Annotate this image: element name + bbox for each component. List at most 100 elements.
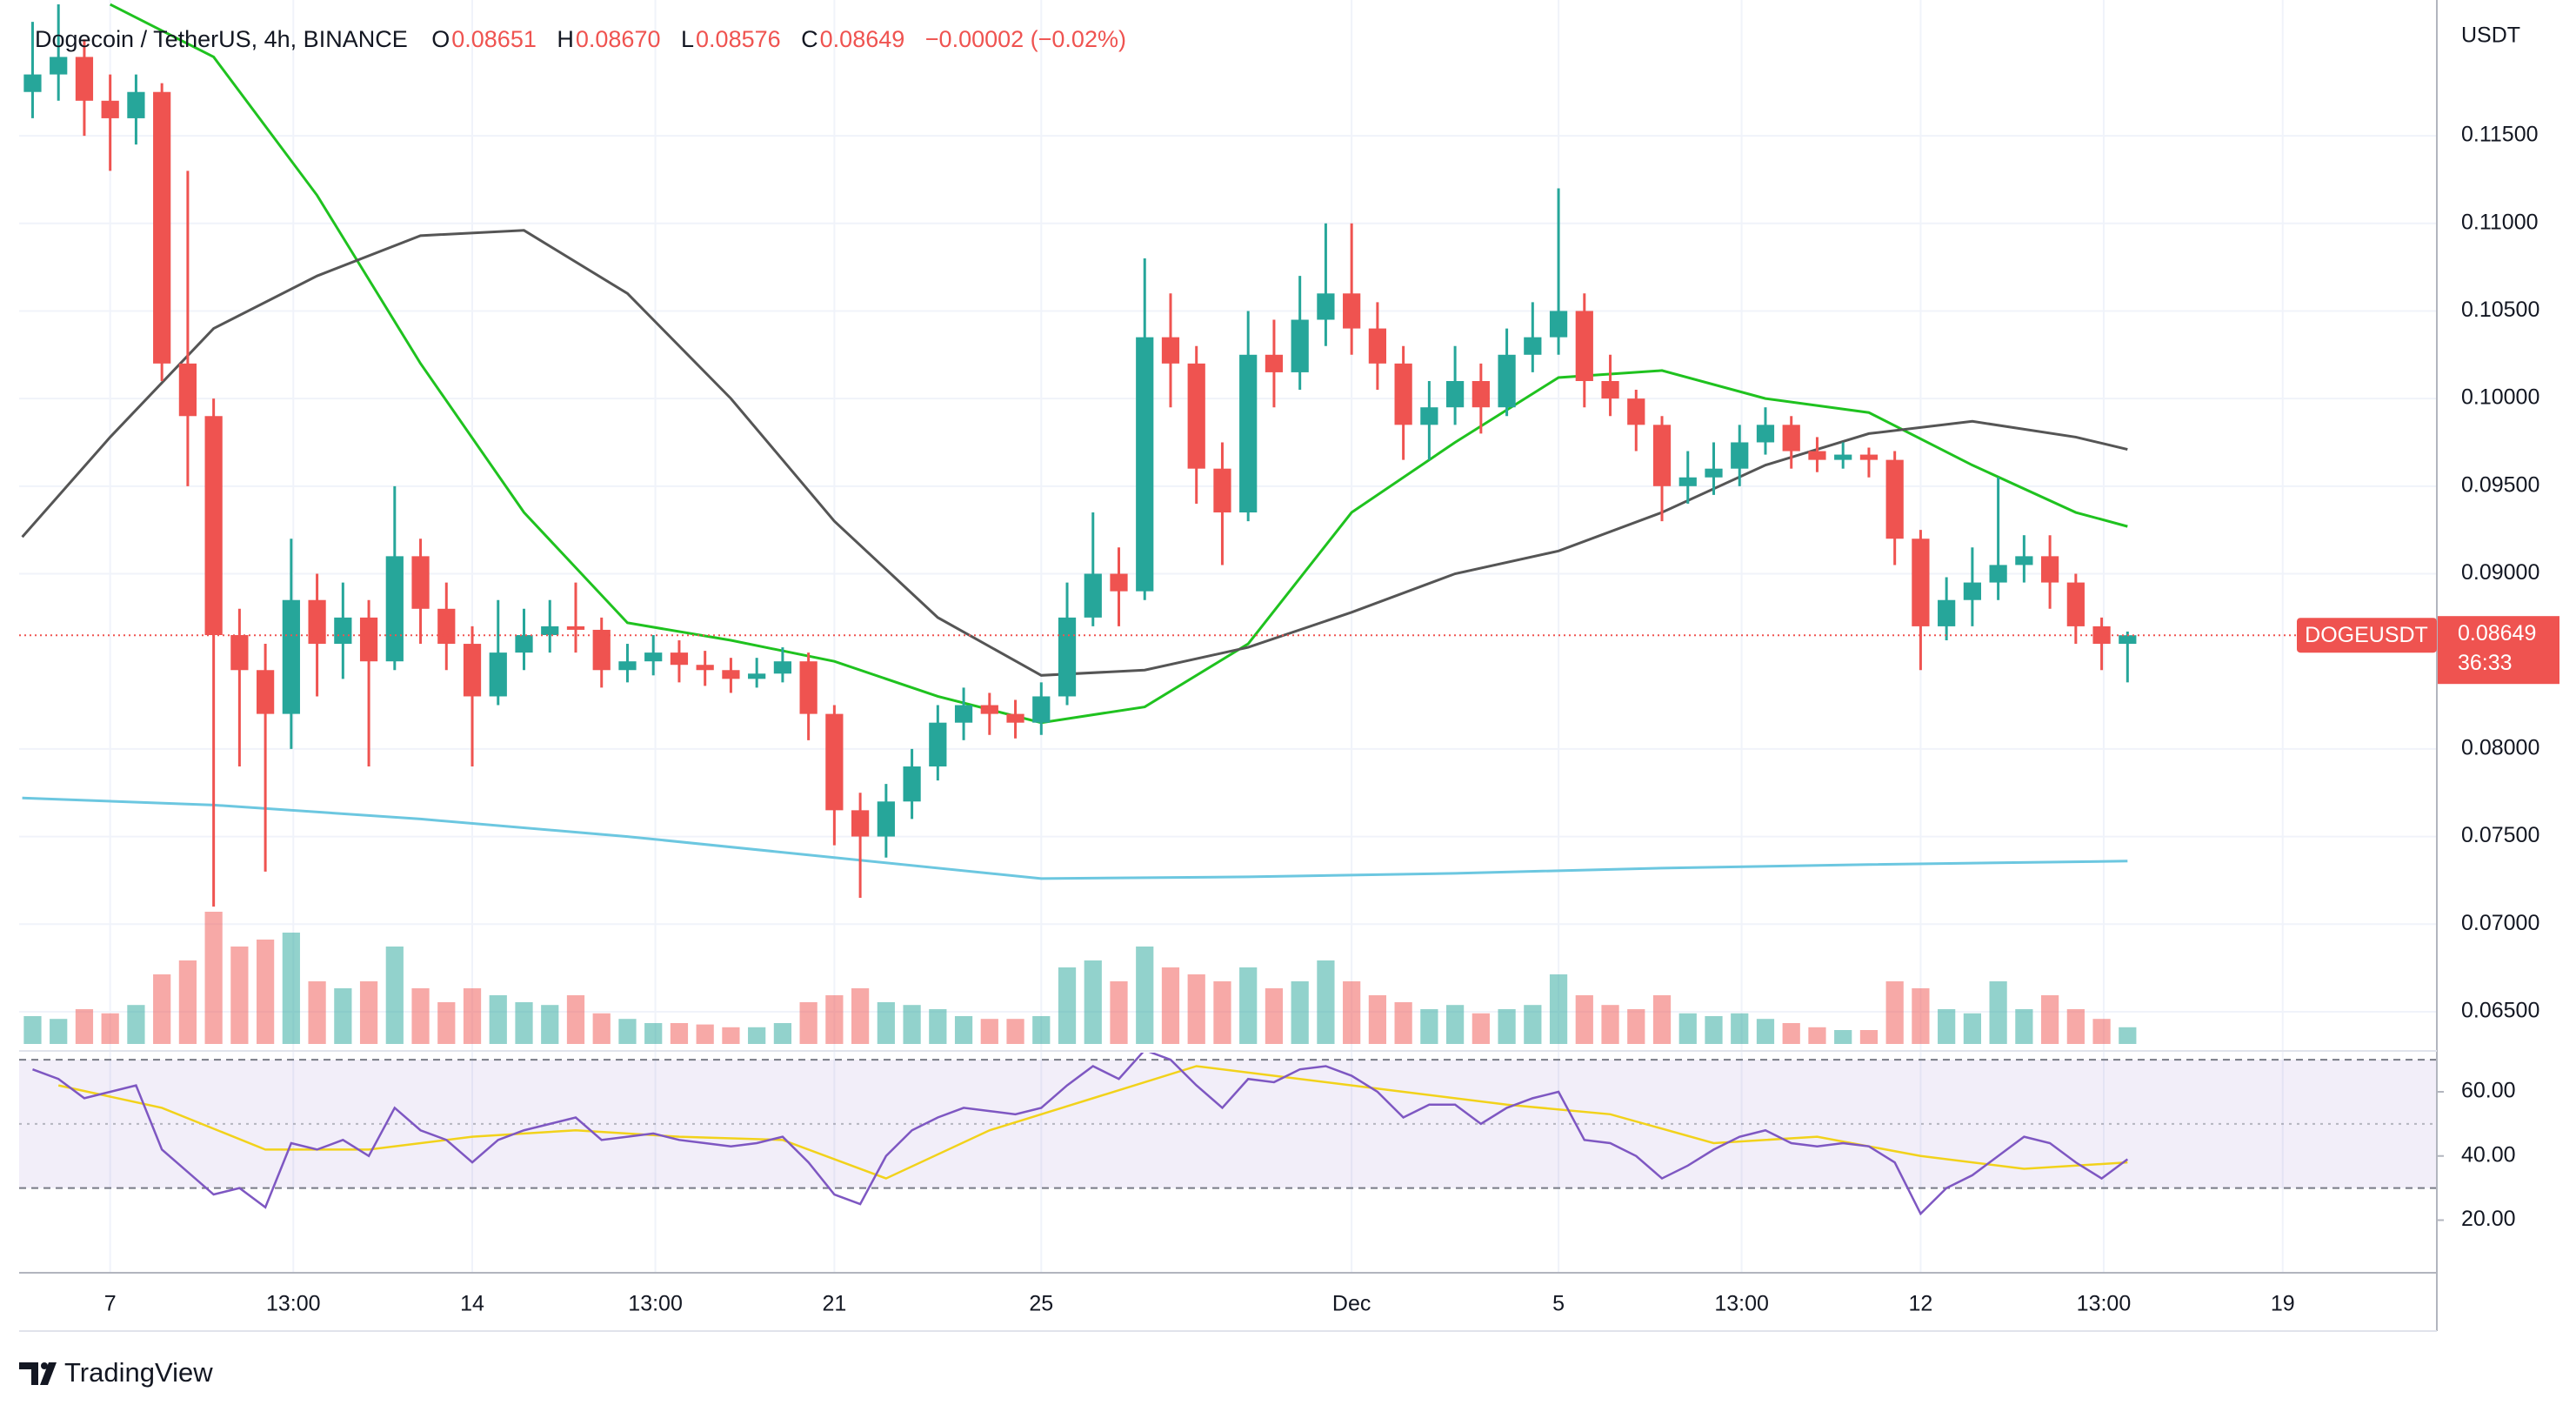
volume-bar (541, 1005, 559, 1044)
volume-bar (359, 981, 378, 1044)
x-tick-label: Dec (1332, 1292, 1371, 1316)
volume (23, 912, 2137, 1044)
ohlc-value: 0.08670 (575, 26, 661, 52)
candle-body (618, 661, 637, 671)
candle-body (23, 74, 42, 92)
candle-body (1498, 354, 1516, 408)
candle-body (825, 713, 844, 811)
volume-bar (1161, 967, 1180, 1044)
volume-bar (670, 1023, 689, 1044)
x-tick-label: 13:00 (628, 1292, 683, 1316)
rsi-tick-label: 20.00 (2461, 1207, 2516, 1231)
logo-icon (19, 1362, 57, 1385)
volume-bar (1938, 1009, 1956, 1044)
volume-bar (980, 1019, 998, 1044)
candle-body (541, 626, 559, 635)
candle-body (1705, 468, 1723, 478)
x-tick-label: 13:00 (1714, 1292, 1769, 1316)
candle-body (2040, 556, 2059, 583)
candle-body (411, 556, 430, 609)
volume-bar (1731, 1013, 1749, 1044)
brand: TradingView (64, 1357, 213, 1388)
candle-body (1161, 337, 1180, 364)
volume-bar (618, 1019, 637, 1044)
candle-body (1265, 354, 1284, 372)
candle-body (359, 617, 378, 662)
candle-body (1549, 311, 1568, 338)
candle-body (1420, 407, 1438, 425)
candle-body (385, 556, 404, 662)
candle-body (1731, 442, 1749, 469)
ohlc-label: C (801, 26, 818, 52)
x-tick-label: 5 (1552, 1292, 1565, 1316)
candle-body (722, 670, 740, 679)
volume-bar (1498, 1009, 1516, 1044)
volume-bar (1213, 981, 1231, 1044)
logo-dot (41, 1362, 48, 1369)
candle-body (1472, 380, 1490, 408)
symbol-tag-text: DOGEUSDT (2305, 623, 2428, 647)
x-tick-label: 25 (1029, 1292, 1053, 1316)
price-tags: DOGEUSDT 0.08649 36:33 (19, 616, 2559, 685)
candle-body (748, 673, 766, 679)
volume-bar (1912, 988, 1930, 1044)
volume-bar (101, 1013, 119, 1044)
volume-bar (851, 988, 870, 1044)
volume-bar (463, 988, 482, 1044)
candle-body (670, 652, 689, 666)
volume-bar (1834, 1030, 1852, 1044)
volume-bar (566, 995, 585, 1044)
x-tick-label: 14 (460, 1292, 484, 1316)
moving-average (22, 796, 2128, 880)
y-tick-label: 0.09500 (2461, 472, 2539, 497)
volume-bar (257, 940, 275, 1044)
volume-bar (1136, 947, 1154, 1044)
volume-bar (1265, 988, 1284, 1044)
rsi-band-fill (19, 1060, 2437, 1188)
candle-body (1524, 337, 1542, 355)
candle-body (592, 629, 611, 671)
candle-body (1110, 573, 1128, 592)
volume-bar (1989, 981, 2007, 1044)
candle-body (230, 634, 249, 671)
volume-bar (282, 933, 300, 1044)
logo (19, 1362, 57, 1385)
volume-bar (1420, 1009, 1438, 1044)
candle-body (489, 652, 507, 697)
candle-body (954, 705, 973, 723)
volume-bar (696, 1024, 714, 1044)
volume-bar (334, 988, 352, 1044)
volume-bar (515, 1002, 533, 1044)
x-tick-label: 12 (1909, 1292, 1933, 1316)
x-tick-label: 21 (822, 1292, 846, 1316)
volume-bar (877, 1002, 895, 1044)
price-tag-value: 0.08649 (2458, 621, 2536, 646)
volume-bar (204, 912, 223, 1044)
volume-bar (23, 1016, 42, 1044)
candle-body (1239, 354, 1258, 513)
x-tick-label: 13:00 (266, 1292, 321, 1316)
candle-body (877, 801, 895, 837)
candle-body (1912, 539, 1930, 626)
volume-bar (1756, 1019, 1775, 1044)
candle-body (437, 608, 456, 645)
candle-body (851, 810, 870, 837)
x-tick-label: 7 (104, 1292, 117, 1316)
header: Dogecoin / TetherUS, 4h, BINANCE O0.0865… (35, 26, 1128, 53)
volume-bar (2040, 995, 2059, 1044)
volume-bar (230, 947, 249, 1044)
volume-bar (411, 988, 430, 1044)
volume-bar (1058, 967, 1077, 1044)
volume-bar (1394, 1002, 1412, 1044)
volume-bar (2015, 1009, 2033, 1044)
change: −0.00002 (−0.02%) (924, 26, 1126, 52)
candle-body (1652, 425, 1672, 486)
volume-bar (1549, 974, 1568, 1044)
candle-body (1938, 599, 1956, 626)
candle-body (308, 599, 326, 645)
ohlc-value: 0.08649 (819, 26, 905, 52)
price-tag (2438, 616, 2559, 685)
candle-body (1678, 477, 1697, 486)
